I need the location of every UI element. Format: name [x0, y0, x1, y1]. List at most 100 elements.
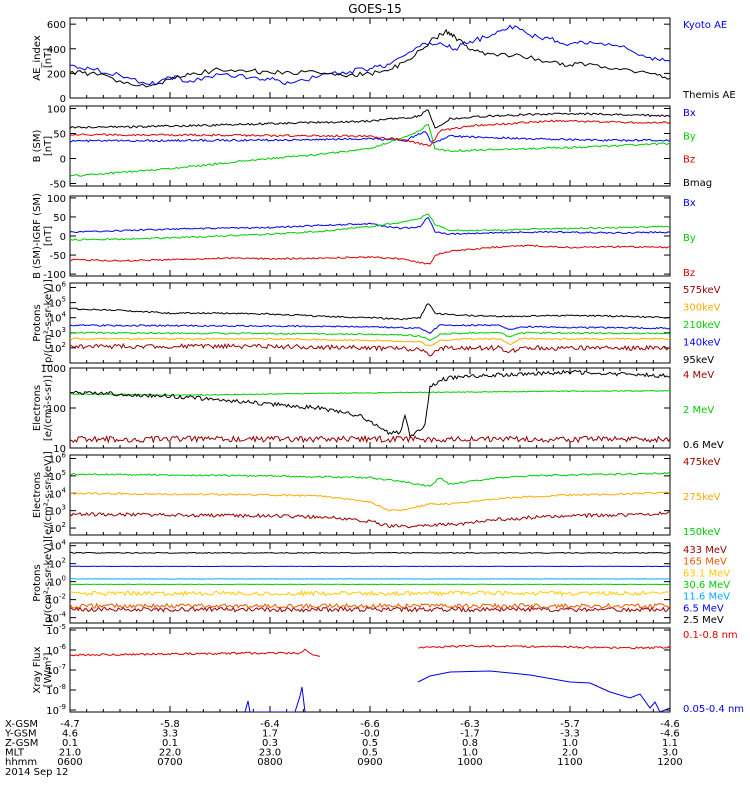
legend-label: 475keV [683, 457, 721, 468]
x-tick-value: 2.0 [562, 748, 578, 759]
x-tick-value: 0.1 [162, 738, 178, 749]
x-tick-value: 1200 [657, 757, 682, 768]
x-tick-value: 1.7 [262, 729, 278, 740]
y-axis-label: Protons [32, 304, 43, 341]
x-tick-value: 0.1 [62, 738, 78, 749]
x-tick-value: 1.0 [562, 738, 578, 749]
x-tick-value: -5.8 [160, 719, 180, 730]
y-tick-label: 0 [60, 155, 66, 166]
series-line-bmag [70, 109, 670, 129]
legend-label: 2.5 MeV [683, 615, 724, 626]
y-tick-label: 10-2 [46, 593, 66, 607]
legend-label: 575keV [683, 285, 721, 296]
legend-label: 165 MeV [683, 557, 727, 568]
legend-label: Bmag [683, 178, 712, 189]
y-axis-unit: [e/(cm²-s-sr-keV)] [43, 451, 54, 539]
y-tick-label: 600 [47, 20, 66, 31]
y-tick-label: 104 [49, 311, 67, 325]
y-tick-label: -50 [50, 251, 66, 262]
series-line-by [70, 213, 670, 241]
y-tick-label: 100 [47, 194, 66, 205]
x-tick-value: 1000 [457, 757, 482, 768]
x-row-label: Z-GSM [5, 738, 38, 749]
y-axis-unit: [nT] [43, 136, 54, 156]
x-tick-value: 1100 [557, 757, 582, 768]
y-tick-label: 200 [47, 69, 66, 80]
series-line-by [70, 123, 670, 178]
y-tick-label: 105 [49, 296, 66, 310]
series-line-150kev [70, 471, 670, 488]
y-tick-label: 50 [53, 213, 66, 224]
y-axis-unit: [nT] [43, 226, 54, 246]
y-tick-label: 104 [49, 539, 67, 553]
y-tick-label: 10-4 [46, 611, 66, 625]
x-tick-value: 1.1 [662, 738, 678, 749]
x-tick-value: -5.7 [560, 719, 580, 730]
legend-label: 4 MeV [683, 370, 714, 381]
series-line-575kev [70, 342, 670, 357]
panel-electrons_mev: 10 100 1000 Electrons [e/(cm²-s-sr)] 4 MeV 2 M… [32, 364, 724, 455]
legend-label: 95keV [683, 355, 714, 366]
series-line-themis-ae [70, 28, 670, 88]
y-tick-label: 1000 [41, 364, 66, 375]
panel-frame [69, 17, 671, 99]
y-axis-unit: [e/(cm²-s-sr)] [43, 375, 54, 441]
legend-label: 275keV [683, 492, 721, 503]
y-axis-label: Xray Flux [32, 646, 43, 693]
x-tick-value: -3.3 [560, 729, 580, 740]
legend-label: By [683, 233, 696, 244]
series-line-140kev [70, 323, 670, 335]
panel-frame [69, 105, 671, 187]
x-tick-value: 0800 [257, 757, 282, 768]
legend-label: Bz [683, 268, 695, 279]
x-tick-value: -4.6 [660, 719, 680, 730]
x-tick-value: -6.4 [260, 719, 280, 730]
series-line-95kev [70, 303, 670, 321]
legend-label: Bx [683, 198, 696, 209]
x-row-label: hhmm [5, 757, 37, 768]
y-tick-label: 400 [47, 45, 66, 56]
y-axis-label: Protons [32, 564, 43, 601]
legend-label: By [683, 131, 696, 142]
panel-frame [69, 542, 671, 624]
x-tick-value: 1.0 [462, 748, 478, 759]
x-tick-value: 0.5 [362, 748, 378, 759]
y-axis-label: B (SM)-IGRF (SM) [32, 193, 43, 279]
plot-title: GOES-15 [348, 2, 402, 16]
legend-label: 433 MeV [683, 545, 727, 556]
y-axis-label: Electrons [32, 385, 43, 431]
legend-label: 2 MeV [683, 405, 714, 416]
series-line-0-05-0-4-nm [244, 670, 670, 712]
y-tick-label: 10-9 [46, 703, 66, 717]
panel-protons_mev: 10-4 10-2 100 102 104 Protons [p/(cm²-s-sr-keV… [32, 539, 730, 627]
series-line-2-mev [70, 389, 670, 397]
series-line-275kev [70, 491, 670, 512]
x-row-label: X-GSM [5, 719, 38, 730]
x-axis-annotation: X-GSMY-GSMZ-GSMMLThhmm-4.74.60.121.00600… [4, 719, 683, 768]
panel-ae: 0 200 400 600 AE_index [nT] Kyoto AE Themis AE [32, 17, 736, 105]
y-tick-label: 105 [49, 469, 66, 483]
x-tick-value: -4.6 [660, 729, 680, 740]
y-tick-label: 10-6 [46, 643, 66, 657]
y-axis-label: B (SM) [32, 129, 43, 162]
x-tick-value: 0.5 [362, 738, 378, 749]
x-tick-value: 4.6 [62, 729, 78, 740]
y-tick-label: 100 [47, 404, 66, 415]
x-tick-value: 0600 [57, 757, 82, 768]
y-tick-label: 10 [53, 444, 66, 455]
legend-label: Bz [683, 155, 695, 166]
panel-frame [69, 367, 671, 449]
y-tick-label: 0 [60, 94, 66, 105]
y-tick-label: 103 [49, 326, 66, 340]
series-line-0-1-0-8-nm [70, 644, 670, 657]
legend-label: 0.05-0.4 nm [683, 704, 744, 715]
y-tick-label: -100 [43, 270, 66, 281]
y-tick-label: 50 [53, 130, 66, 141]
legend-label: 150keV [683, 527, 721, 538]
x-tick-value: -4.7 [60, 719, 80, 730]
x-tick-value: 0.8 [462, 738, 478, 749]
y-axis-unit: [W/m²] [43, 652, 54, 687]
series-line-0-6-mev [70, 369, 670, 438]
